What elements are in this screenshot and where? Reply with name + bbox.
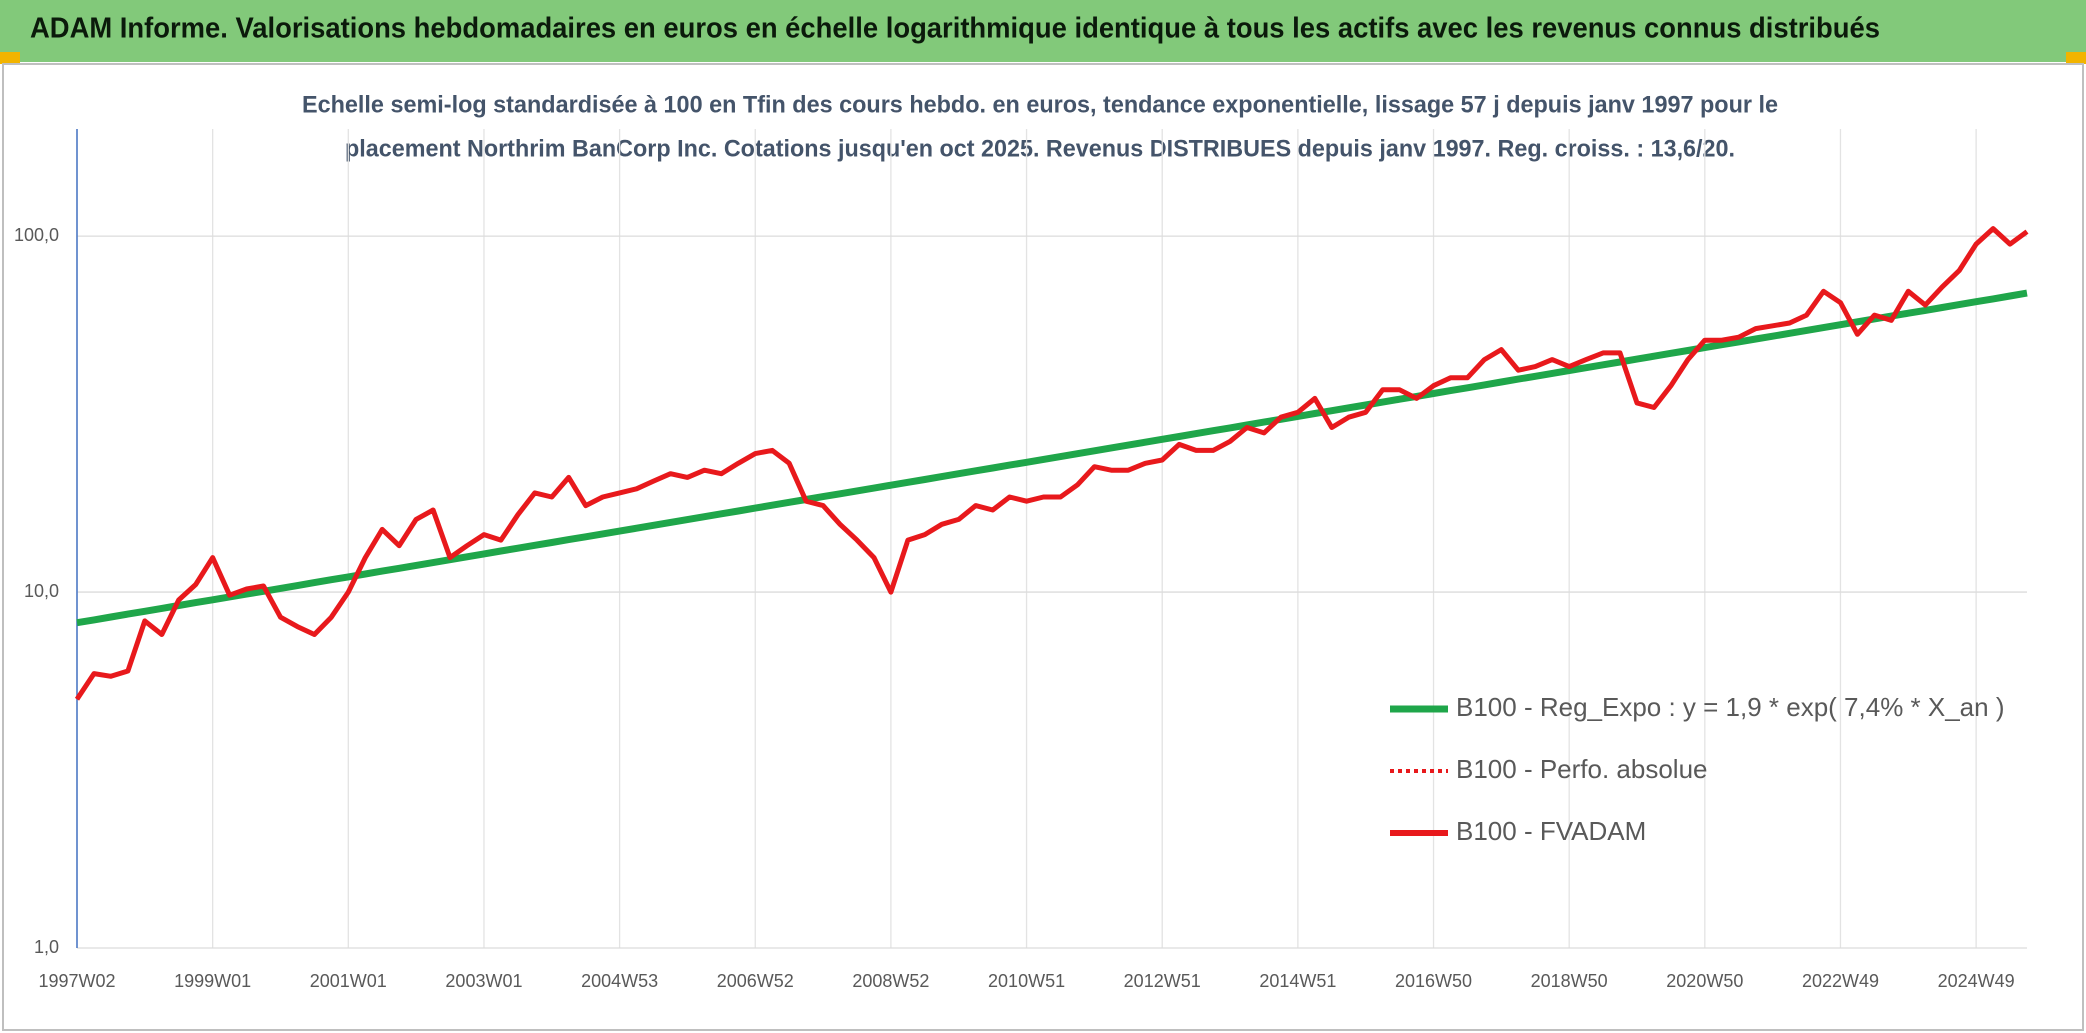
x-tick-label: 2020W50 [1666, 971, 1743, 991]
x-tick-label: 1999W01 [174, 971, 251, 991]
x-tick-label: 2016W50 [1395, 971, 1472, 991]
header-bar [0, 0, 2086, 62]
x-tick-label: 2014W51 [1259, 971, 1336, 991]
legend-label: B100 - Perfo. absolue [1456, 754, 1708, 784]
series-line [76, 289, 2028, 627]
legend-label: B100 - FVADAM [1456, 816, 1646, 846]
x-tick-label: 2010W51 [988, 971, 1065, 991]
x-tick-label: 2022W49 [1802, 971, 1879, 991]
chart-frame [2, 63, 2084, 1031]
y-tick-label: 1,0 [34, 937, 59, 957]
y-tick-label: 100,0 [14, 225, 59, 245]
x-tick-label: 2024W49 [1938, 971, 2015, 991]
x-tick-label: 2003W01 [445, 971, 522, 991]
corner-mark [2066, 52, 2086, 64]
series-line [74, 226, 2029, 701]
x-tick-label: 1997W02 [38, 971, 115, 991]
x-tick-label: 2012W51 [1124, 971, 1201, 991]
plot-area: 1997W02 1999W01 2001W01 2003W01 2004W53 2006W… [14, 129, 2029, 991]
page-title: ADAM Informe. Valorisations hebdomadaire… [30, 13, 1880, 45]
x-tick-label: 2001W01 [310, 971, 387, 991]
x-tick-label: 2008W52 [852, 971, 929, 991]
corner-mark [0, 52, 20, 64]
chart-subtitle: Echelle semi-log standardisée à 100 en T… [302, 91, 1778, 118]
chart-subtitle: placement Northrim BanCorp Inc. Cotation… [345, 135, 1735, 162]
legend-label: B100 - Reg_Expo : y = 1,9 * exp( 7,4% * … [1456, 692, 2005, 722]
x-tick-label: 2004W53 [581, 971, 658, 991]
x-tick-label: 2018W50 [1531, 971, 1608, 991]
y-tick-label: 10,0 [24, 581, 59, 601]
x-tick-label: 2006W52 [717, 971, 794, 991]
